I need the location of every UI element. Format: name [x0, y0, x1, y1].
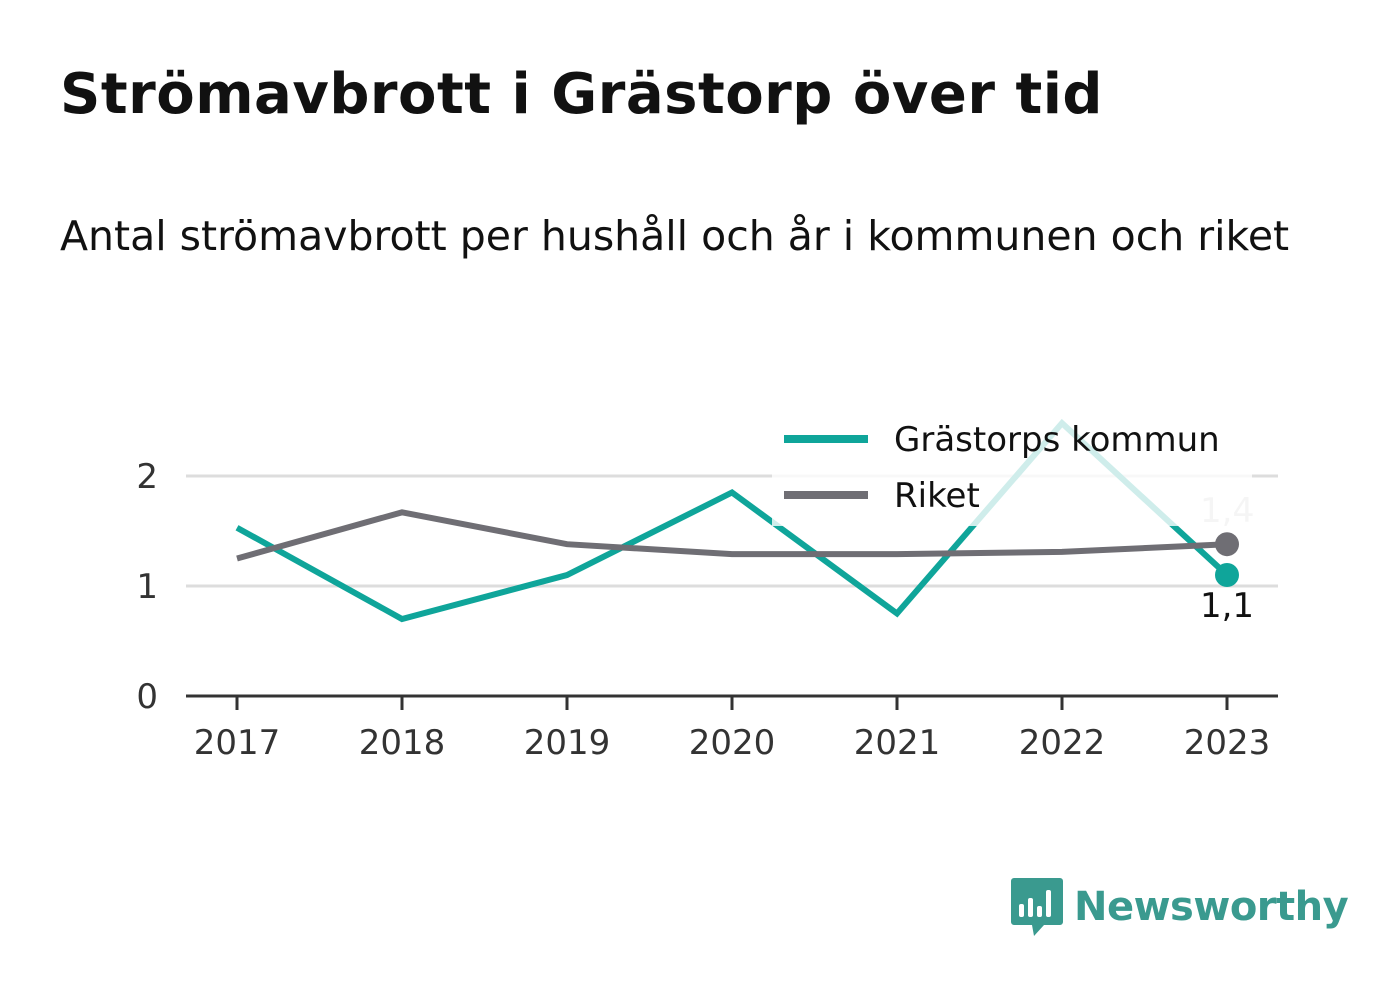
- y-tick-label: 0: [136, 677, 158, 717]
- brand-name: Newsworthy: [1074, 884, 1349, 930]
- series-end-marker-1: [1215, 532, 1239, 557]
- newsworthy-logo-icon: [1011, 878, 1063, 936]
- series-end-marker-0: [1215, 563, 1239, 587]
- x-axis: 2017 2018 2019 2020 2021 2022 2023: [186, 694, 1278, 763]
- end-label-grastorp: 1,1: [1200, 586, 1254, 626]
- x-tick-label: 2021: [854, 723, 941, 763]
- chart-subtitle: Antal strömavbrott per hushåll och år i …: [60, 212, 1290, 260]
- legend-label-0: Grästorps kommun: [894, 420, 1220, 460]
- y-axis-ticks: 0 1 2: [136, 457, 158, 717]
- y-tick-label: 2: [136, 457, 158, 497]
- x-tick-label: 2019: [524, 723, 611, 763]
- series-line-1: [236, 509, 1228, 562]
- legend: Grästorps kommun Riket: [772, 410, 1252, 526]
- legend-label-1: Riket: [894, 476, 980, 516]
- x-tick-label: 2017: [194, 723, 281, 763]
- y-tick-label: 1: [136, 567, 158, 607]
- x-tick-label: 2018: [359, 723, 446, 763]
- brand-logo: Newsworthy: [1010, 876, 1349, 938]
- legend-background: [772, 410, 1252, 526]
- x-tick-label: 2020: [689, 723, 776, 763]
- chart-title: Strömavbrott i Grästorp över tid: [60, 62, 1104, 127]
- x-tick-label: 2023: [1184, 723, 1271, 763]
- x-tick-label: 2022: [1019, 723, 1106, 763]
